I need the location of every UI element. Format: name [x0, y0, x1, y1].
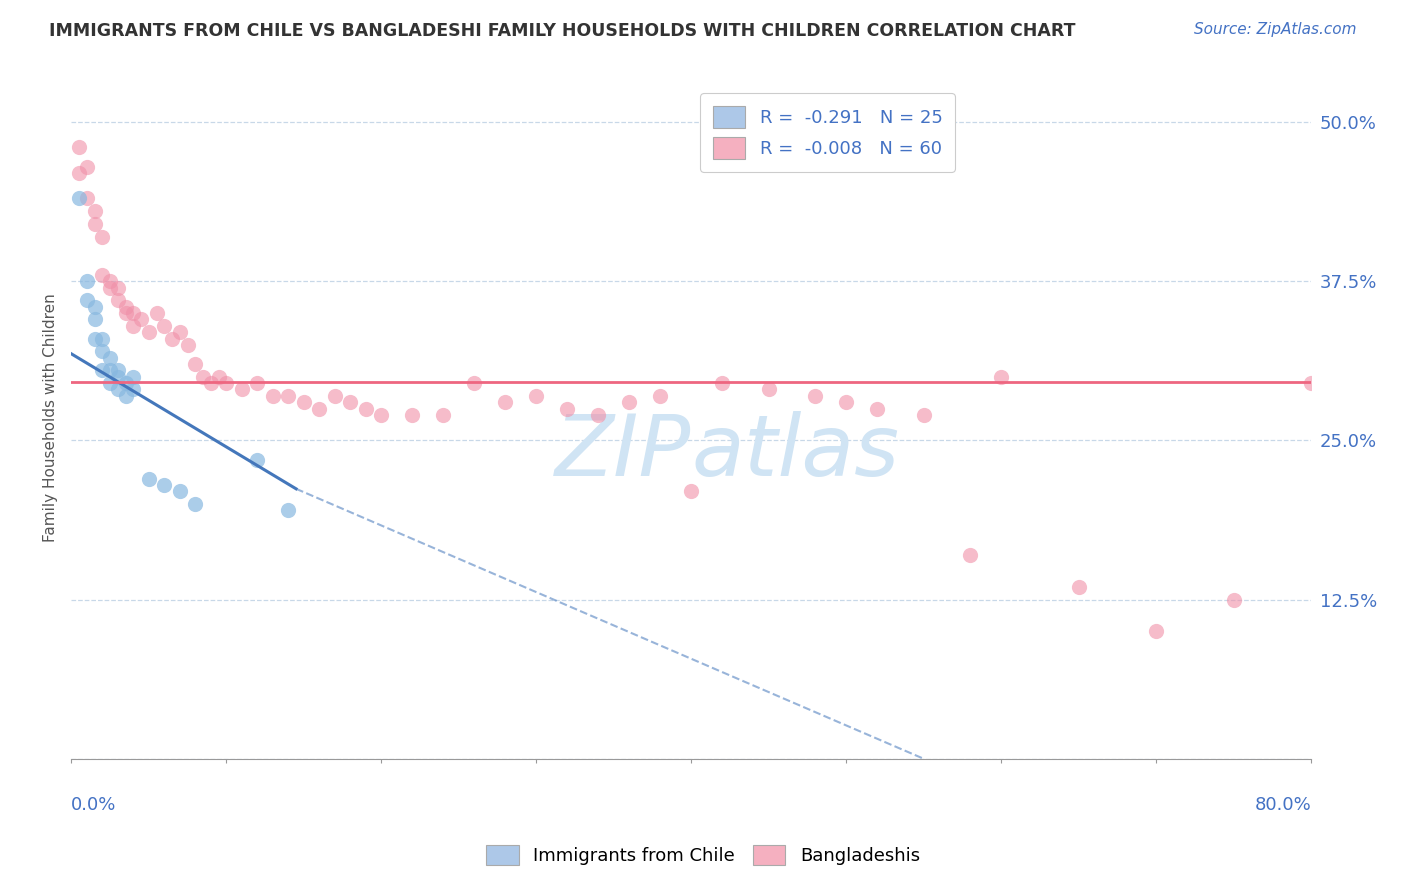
Point: [107, 369, 129, 384]
Point: [67, 166, 90, 180]
Point: [207, 369, 229, 384]
Point: [169, 484, 191, 499]
Point: [153, 478, 176, 492]
Point: [215, 376, 238, 390]
Point: [555, 401, 578, 416]
Point: [711, 376, 734, 390]
Y-axis label: Family Households with Children: Family Households with Children: [44, 293, 58, 542]
Point: [169, 325, 191, 339]
Point: [83, 300, 105, 314]
Legend: R =  -0.291   N = 25, R =  -0.008   N = 60: R = -0.291 N = 25, R = -0.008 N = 60: [700, 94, 955, 171]
Point: [153, 318, 176, 333]
Point: [308, 401, 330, 416]
Point: [524, 389, 547, 403]
Point: [401, 408, 423, 422]
Point: [323, 389, 346, 403]
Point: [76, 160, 98, 174]
Point: [231, 383, 253, 397]
Point: [83, 204, 105, 219]
Point: [191, 369, 214, 384]
Point: [176, 338, 198, 352]
Point: [200, 376, 222, 390]
Point: [277, 503, 299, 517]
Point: [246, 452, 269, 467]
Point: [83, 217, 105, 231]
Text: ZIP: ZIP: [555, 410, 692, 493]
Point: [91, 344, 114, 359]
Text: 80.0%: 80.0%: [1254, 797, 1312, 814]
Point: [292, 395, 315, 409]
Point: [129, 312, 152, 326]
Text: IMMIGRANTS FROM CHILE VS BANGLADESHI FAMILY HOUSEHOLDS WITH CHILDREN CORRELATION: IMMIGRANTS FROM CHILE VS BANGLADESHI FAM…: [49, 22, 1076, 40]
Point: [650, 389, 672, 403]
Point: [107, 363, 129, 377]
Point: [804, 389, 827, 403]
Point: [91, 332, 114, 346]
Point: [83, 312, 105, 326]
Legend: Immigrants from Chile, Bangladeshis: Immigrants from Chile, Bangladeshis: [479, 838, 927, 872]
Point: [83, 332, 105, 346]
Point: [432, 408, 454, 422]
Point: [91, 363, 114, 377]
Point: [990, 369, 1012, 384]
Point: [76, 274, 98, 288]
Point: [98, 280, 121, 294]
Point: [758, 383, 780, 397]
Point: [122, 369, 145, 384]
Point: [98, 376, 121, 390]
Point: [184, 357, 207, 371]
Point: [619, 395, 641, 409]
Point: [122, 318, 145, 333]
Point: [262, 389, 284, 403]
Point: [354, 401, 377, 416]
Point: [1222, 592, 1244, 607]
Point: [107, 383, 129, 397]
Point: [67, 191, 90, 205]
Point: [145, 306, 167, 320]
Point: [1301, 376, 1323, 390]
Point: [160, 332, 183, 346]
Point: [114, 300, 136, 314]
Point: [76, 293, 98, 308]
Point: [98, 351, 121, 365]
Point: [122, 383, 145, 397]
Point: [91, 268, 114, 282]
Point: [107, 280, 129, 294]
Point: [463, 376, 485, 390]
Text: atlas: atlas: [692, 410, 900, 493]
Point: [835, 395, 858, 409]
Point: [114, 389, 136, 403]
Point: [339, 395, 361, 409]
Point: [912, 408, 935, 422]
Point: [246, 376, 269, 390]
Point: [76, 191, 98, 205]
Point: [114, 306, 136, 320]
Text: Source: ZipAtlas.com: Source: ZipAtlas.com: [1194, 22, 1357, 37]
Point: [494, 395, 516, 409]
Point: [98, 363, 121, 377]
Point: [959, 548, 981, 562]
Point: [98, 274, 121, 288]
Point: [91, 229, 114, 244]
Point: [107, 293, 129, 308]
Point: [184, 497, 207, 511]
Point: [138, 325, 160, 339]
Point: [67, 140, 90, 154]
Point: [138, 472, 160, 486]
Point: [681, 484, 703, 499]
Point: [122, 306, 145, 320]
Text: 0.0%: 0.0%: [72, 797, 117, 814]
Point: [1067, 580, 1090, 594]
Point: [588, 408, 610, 422]
Point: [277, 389, 299, 403]
Point: [866, 401, 889, 416]
Point: [370, 408, 392, 422]
Point: [114, 376, 136, 390]
Point: [1144, 624, 1167, 639]
